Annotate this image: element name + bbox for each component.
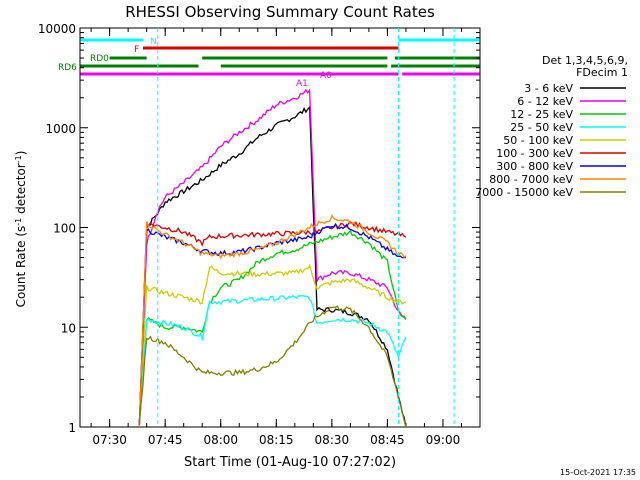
legend-label: 25 - 50 keV (510, 121, 573, 134)
legend-label: 6 - 12 keV (517, 95, 573, 108)
x-tick-label: 08:30 (315, 433, 350, 447)
series-line-300-800-kev (138, 222, 406, 426)
series-line-25-50-kev (138, 294, 407, 428)
y-tick-label: 10000 (38, 22, 76, 36)
x-tick-label: 08:00 (203, 433, 238, 447)
legend-label: 7000 - 15000 keV (475, 186, 573, 199)
x-tick-label: 07:45 (148, 433, 183, 447)
y-axis-label: Count Rate (s-1 detector-1) (14, 151, 28, 308)
flag-label-rd6: RD6 (58, 63, 77, 73)
timestamp: 15-Oct-2021 17:35 (560, 468, 636, 477)
legend-label: 100 - 300 keV (496, 147, 573, 160)
series-line-800-7000-kev (138, 213, 407, 428)
x-axis-label: Start Time (01-Aug-10 07:27:02) (184, 455, 396, 470)
flag-label-a0: A0 (320, 71, 332, 81)
flag-label-n: N (150, 37, 157, 47)
y-tick-label: 100 (53, 222, 76, 236)
series-line-12-25-kev (138, 229, 407, 427)
series-line-6-12-kev (138, 88, 407, 426)
x-tick-label: 08:15 (259, 433, 294, 447)
axes: 07:30 07:45 08:00 08:15 08:30 08:45 09:00 1 10 10… (38, 22, 481, 447)
x-tick-label: 08:45 (370, 433, 405, 447)
flag-label-a1: A1 (296, 79, 308, 89)
y-tick-label: 10 (61, 321, 76, 335)
legend-label: 12 - 25 keV (510, 108, 573, 121)
x-tick-label: 09:00 (426, 433, 461, 447)
series-layer (138, 88, 407, 428)
chart-title: RHESSI Observing Summary Count Rates (125, 3, 435, 21)
legend-label: 800 - 7000 keV (489, 173, 573, 186)
series-line-100-300-kev (138, 220, 407, 428)
series-line-3-6-kev (138, 105, 407, 428)
flag-label-f: F (134, 45, 139, 55)
series-line-50-100-kev (138, 263, 407, 428)
legend-label: 300 - 800 keV (496, 160, 573, 173)
flags-layer (80, 38, 480, 76)
flag-label-rd0: RD0 (90, 54, 109, 64)
legend-subheader: FDecim 1 (576, 66, 628, 79)
y-tick-label: 1000 (45, 122, 76, 136)
vlines-layer (157, 28, 455, 427)
legend-label: 50 - 100 keV (503, 134, 573, 147)
series-line-7000-15000-kev (138, 305, 407, 428)
plot-frame (79, 27, 481, 428)
legend-header: Det 1,3,4,5,6,9, (542, 54, 628, 67)
legend-label: 3 - 6 keV (524, 82, 573, 95)
y-tick-label: 1 (68, 421, 76, 435)
x-tick-label: 07:30 (92, 433, 127, 447)
